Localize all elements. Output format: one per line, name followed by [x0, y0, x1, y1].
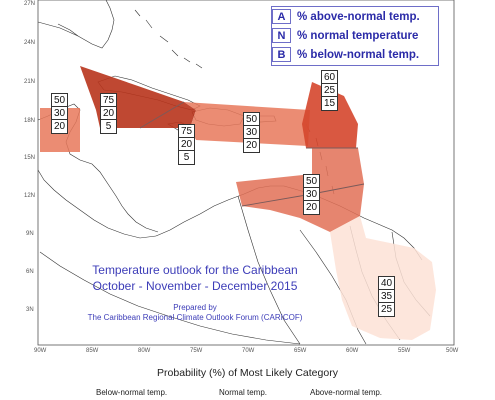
legend-key-below: B [272, 47, 291, 62]
lat-label: 3N [26, 307, 34, 313]
lat-label: 6N [26, 269, 34, 275]
lat-label: 9N [26, 231, 34, 237]
prob-box-haiti-cuba-east: 75 20 5 [178, 124, 195, 165]
prob-above: 40 [379, 278, 394, 290]
prob-below: 5 [183, 152, 190, 163]
legend-label-normal: % normal temperature [297, 29, 419, 42]
prob-normal: 20 [179, 139, 194, 151]
prob-below: 20 [53, 121, 66, 132]
lat-label: 15N [24, 155, 35, 161]
prob-below: 5 [105, 121, 112, 132]
region-southern-caribbean [236, 148, 364, 232]
lon-label: 85W [86, 348, 99, 354]
lat-label: 27N [24, 1, 35, 7]
prob-normal: 35 [379, 291, 394, 303]
prob-normal: 30 [244, 127, 259, 139]
prob-normal: 30 [304, 189, 319, 201]
lon-label: 60W [346, 348, 359, 354]
prob-normal: 20 [101, 108, 116, 120]
prob-above: 50 [304, 176, 319, 188]
lat-label: 18N [24, 118, 35, 124]
lon-label: 55W [398, 348, 411, 354]
prob-below: 20 [245, 140, 258, 151]
prob-above: 50 [52, 95, 67, 107]
prob-normal: 25 [322, 85, 337, 97]
legend-key-normal: N [272, 28, 291, 43]
prob-box-guianas: 40 35 25 [378, 276, 395, 317]
prob-box-greater-antilles: 50 30 20 [243, 112, 260, 153]
prob-box-jamaica-cayman: 75 20 5 [100, 93, 117, 134]
region-haiti-cuba-east [140, 102, 196, 128]
map-legend: A % above-normal temp. N % normal temper… [271, 6, 439, 66]
prob-box-southern-caribbean: 50 30 20 [303, 174, 320, 215]
prob-below: 15 [323, 98, 336, 109]
legend-row-above: A % above-normal temp. [272, 8, 420, 25]
category-label-above: Above-normal temp. [310, 388, 383, 397]
category-label-below: Below-normal temp. [96, 388, 168, 397]
latitude-labels: 27N 24N 21N 18N 15N 12N 9N 6N 3N [24, 1, 35, 313]
lon-label: 65W [294, 348, 307, 354]
prob-above: 60 [322, 72, 337, 84]
prob-above: 75 [179, 126, 194, 138]
longitude-labels: 90W 85W 80W 75W 70W 65W 60W 55W 50W [34, 348, 459, 354]
outlook-title: Temperature outlook for the Caribbean Oc… [60, 262, 330, 294]
outlook-title-line1: Temperature outlook for the Caribbean [92, 263, 298, 277]
lon-label: 80W [138, 348, 151, 354]
region-lesser-antilles [302, 82, 358, 148]
lon-label: 75W [190, 348, 203, 354]
probability-caption: Probability (%) of Most Likely Category [157, 367, 338, 379]
prob-above: 75 [101, 95, 116, 107]
prob-normal: 30 [52, 108, 67, 120]
legend-row-below: B % below-normal temp. [272, 46, 419, 63]
lon-label: 90W [34, 348, 47, 354]
legend-row-normal: N % normal temperature [272, 27, 418, 44]
prob-below: 20 [305, 202, 318, 213]
prepared-by-label: Prepared by [173, 303, 217, 312]
prob-above: 50 [244, 114, 259, 126]
prob-box-belize: 50 30 20 [51, 93, 68, 134]
lat-label: 24N [24, 40, 35, 46]
lon-label: 70W [242, 348, 255, 354]
prob-below: 25 [380, 304, 393, 315]
lon-label: 50W [446, 348, 459, 354]
prepared-by-block: Prepared by The Caribbean Regional Clima… [60, 303, 330, 323]
forum-name: The Caribbean Regional Climate Outlook F… [87, 313, 303, 322]
prob-box-lesser-antilles: 60 25 15 [321, 70, 338, 111]
category-label-normal: Normal temp. [219, 388, 268, 397]
legend-label-below: % below-normal temp. [297, 48, 420, 61]
lat-label: 12N [24, 193, 35, 199]
lat-label: 21N [24, 79, 35, 85]
outlook-title-line2: October - November - December 2015 [92, 279, 298, 293]
legend-key-above: A [272, 9, 291, 24]
legend-label-above: % above-normal temp. [297, 10, 420, 23]
